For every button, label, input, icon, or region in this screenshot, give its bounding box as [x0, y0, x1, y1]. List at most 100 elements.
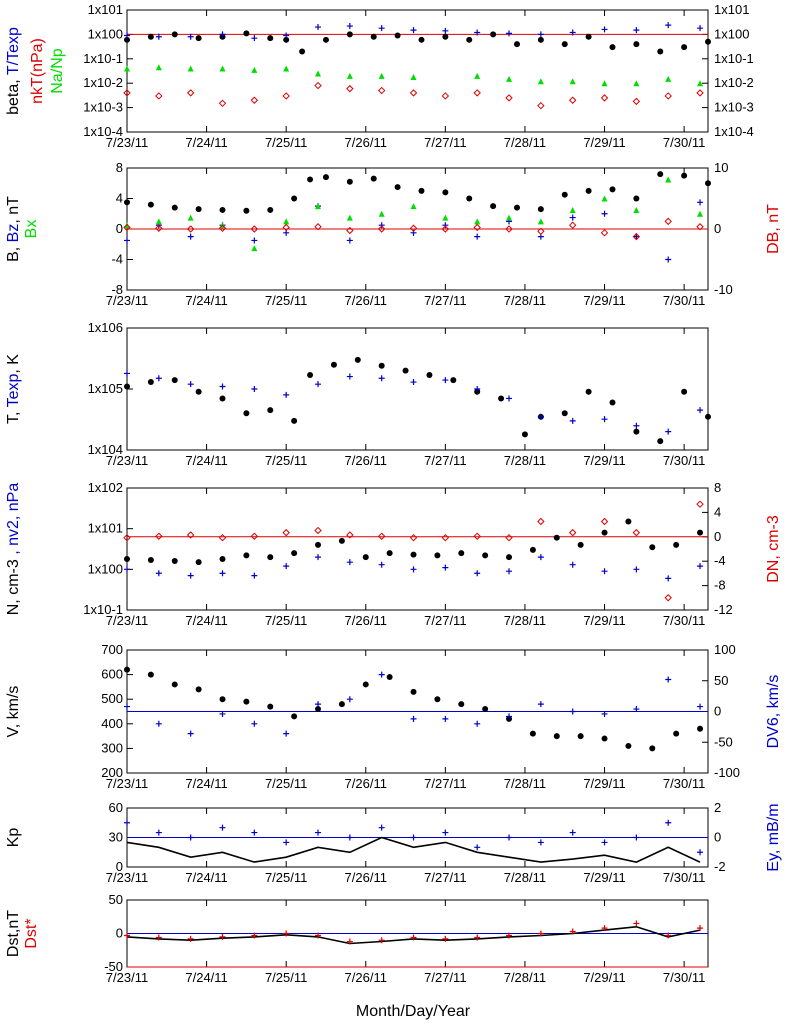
data-point: [386, 674, 393, 681]
x-tick-label: 7/28/11: [504, 453, 546, 468]
data-point: [537, 218, 544, 225]
x-tick-label: 7/27/11: [424, 613, 466, 628]
data-point: [442, 564, 449, 571]
data-point: [377, 532, 386, 540]
data-point: [219, 710, 226, 717]
data-point: [609, 44, 616, 51]
data-point: [299, 48, 306, 55]
x-tick-label: 7/23/11: [106, 613, 148, 628]
data-point: [537, 36, 544, 43]
data-point: [633, 27, 640, 34]
x-tick-label: 7/26/11: [345, 776, 387, 791]
data-point: [338, 537, 345, 544]
x-tick-label: 7/26/11: [345, 453, 387, 468]
x-tick-label: 7/28/11: [504, 970, 546, 985]
data-point: [124, 666, 130, 673]
data-point: [282, 223, 290, 232]
y-axis-label: beta, T/Texp: [5, 27, 22, 115]
series-blue-plus: [124, 671, 704, 737]
data-point: [601, 210, 608, 217]
data-point: [124, 370, 130, 377]
x-tick-label: 7/25/11: [265, 293, 307, 308]
data-point: [250, 96, 259, 104]
x-tick-label: 7/24/11: [185, 776, 227, 791]
panel-beta: 7/23/11 7/24/11 7/25/11 7/26/11 7/27/11 7/28/…: [5, 2, 754, 150]
y-tick-label: 4: [116, 191, 123, 206]
data-point: [569, 417, 576, 424]
data-point: [441, 225, 450, 233]
data-point: [601, 195, 608, 202]
y-axis-label: V, km/s: [5, 686, 22, 738]
x-tick-label: 7/24/11: [185, 870, 227, 885]
series-black-dot: [124, 356, 711, 445]
y-tick-label: 1x10-1: [83, 51, 123, 66]
data-point: [282, 92, 290, 100]
data-point: [123, 533, 131, 542]
panel-t: 7/23/11 7/24/11 7/25/11 7/26/11 7/27/11 7/28/…: [5, 320, 711, 468]
data-point: [600, 229, 609, 237]
data-point: [402, 367, 409, 374]
data-point: [251, 245, 258, 252]
data-point: [657, 438, 664, 445]
data-point: [218, 99, 227, 108]
data-point: [673, 730, 680, 737]
data-point: [474, 720, 481, 727]
data-point: [283, 218, 290, 225]
data-point: [283, 563, 290, 570]
data-point: [346, 696, 353, 703]
x-tick-label: 7/26/11: [345, 293, 387, 308]
x-tick-label: 7/30/11: [663, 293, 705, 308]
x-tick-label: 7/24/11: [185, 613, 227, 628]
panel-frame: [126, 9, 709, 133]
y-axis-label-part: N, cm-3: [5, 555, 22, 615]
data-point: [696, 89, 704, 97]
data-point: [171, 558, 178, 565]
x-tick-label: 7/28/11: [504, 870, 546, 885]
data-point: [378, 25, 385, 32]
data-point: [601, 529, 608, 536]
data-point: [124, 65, 130, 72]
data-point: [251, 572, 258, 579]
data-point: [171, 204, 178, 211]
data-point: [601, 80, 608, 87]
data-point: [291, 417, 298, 424]
data-point: [291, 550, 298, 557]
data-point: [466, 36, 473, 43]
data-point: [506, 75, 513, 82]
data-point: [585, 33, 592, 40]
data-point: [521, 431, 528, 438]
data-point: [219, 31, 226, 38]
y-tick-label-right: -12: [714, 602, 733, 617]
data-point: [569, 206, 576, 213]
series-black-dot: [124, 666, 704, 752]
data-point: [474, 386, 481, 392]
data-point: [219, 383, 226, 390]
data-point: [410, 688, 417, 695]
series-red-diamond: [123, 500, 704, 602]
y-axis-label-right-part: DB, nT: [765, 204, 782, 254]
data-point: [664, 92, 672, 100]
data-point: [697, 407, 704, 414]
x-tick-label: 7/28/11: [504, 293, 546, 308]
data-point: [442, 935, 449, 942]
y-axis-label-right-part: nkT(nPa): [29, 38, 46, 104]
data-point: [219, 395, 226, 402]
y-axis-label-right: DB, nT: [765, 204, 782, 254]
x-tick-label: 7/30/11: [663, 453, 705, 468]
data-point: [600, 94, 609, 102]
data-point: [697, 199, 704, 206]
data-point: [186, 89, 195, 97]
x-tick-label: 7/30/11: [663, 613, 705, 628]
data-point: [410, 566, 417, 573]
y-tick-label-right: 4: [714, 504, 721, 519]
y-tick-label: 1x100: [88, 561, 123, 576]
data-point: [458, 701, 465, 708]
data-point: [665, 575, 672, 582]
data-point: [315, 541, 322, 548]
y-axis-label-part: V, km/s: [5, 686, 22, 738]
data-point: [657, 171, 664, 178]
y-axis-label-part: T,: [5, 407, 22, 424]
data-point: [410, 379, 417, 386]
data-point: [195, 35, 202, 42]
data-point: [681, 44, 688, 51]
